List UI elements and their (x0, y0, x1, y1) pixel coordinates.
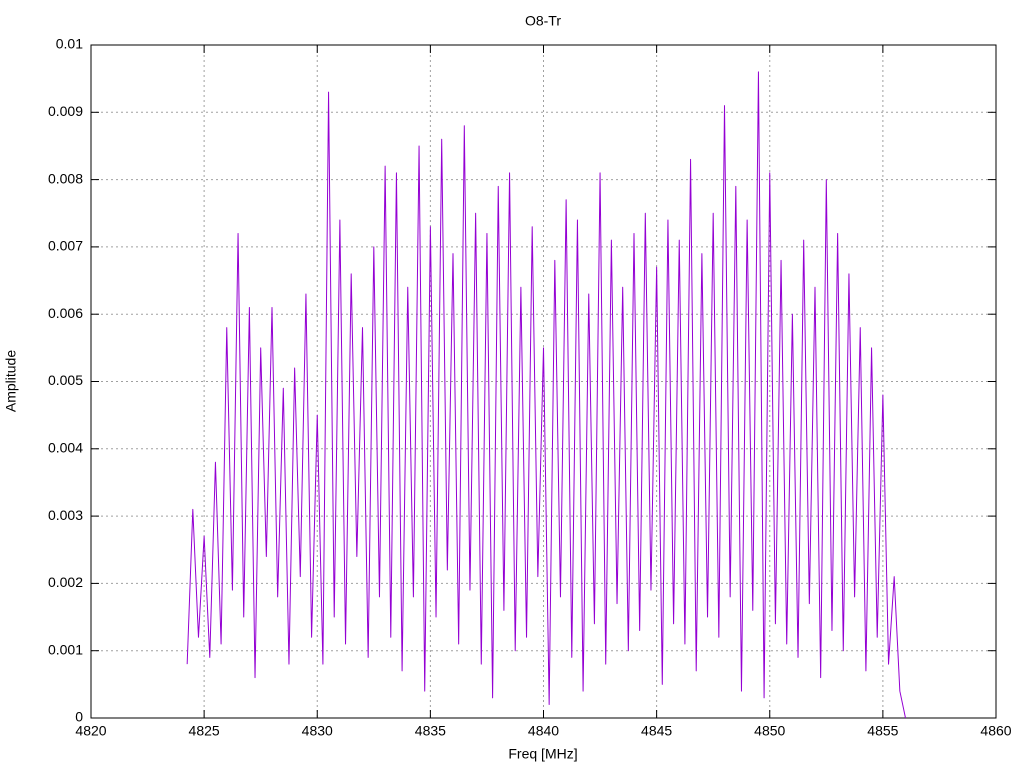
x-tick-label: 4830 (302, 723, 333, 739)
y-tick-label: 0.003 (48, 507, 83, 523)
x-tick-label: 4825 (189, 723, 220, 739)
y-tick-label: 0.006 (48, 305, 83, 321)
x-tick-label: 4855 (867, 723, 898, 739)
x-tick-label: 4860 (980, 723, 1011, 739)
x-tick-label: 4845 (641, 723, 672, 739)
y-tick-label: 0.008 (48, 170, 83, 186)
chart-title: O8-Tr (525, 13, 561, 29)
x-tick-label: 4840 (528, 723, 559, 739)
data-line (186, 71, 906, 719)
y-tick-label: 0.004 (48, 440, 83, 456)
x-tick-label: 4820 (75, 723, 106, 739)
y-tick-label: 0.002 (48, 574, 83, 590)
x-tick-label: 4850 (754, 723, 785, 739)
y-tick-label: 0.009 (48, 103, 83, 119)
y-tick-label: 0 (75, 709, 83, 725)
x-axis-label: Freq [MHz] (508, 746, 577, 762)
y-axis-label: Amplitude (3, 350, 19, 412)
y-tick-label: 0.007 (48, 238, 83, 254)
y-tick-label: 0.001 (48, 641, 83, 657)
y-tick-label: 0.01 (56, 36, 83, 52)
plot-border (90, 44, 997, 719)
y-tick-label: 0.005 (48, 372, 83, 388)
x-tick-label: 4835 (415, 723, 446, 739)
